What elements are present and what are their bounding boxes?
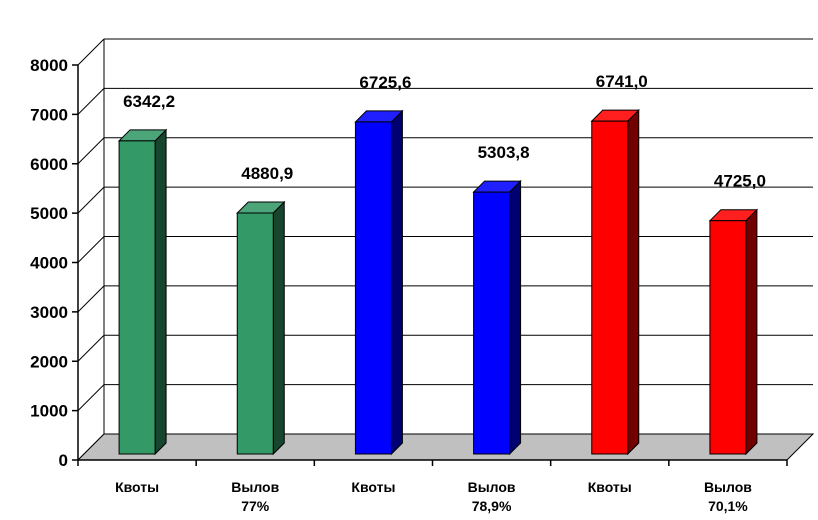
data-label: 5303,8: [478, 143, 530, 162]
data-label: 4725,0: [714, 172, 766, 191]
y-tick-label: 7000: [30, 105, 68, 124]
category-label: Квоты: [351, 479, 395, 495]
bar-side: [745, 208, 758, 456]
bar-3-2: [708, 208, 759, 456]
category-label: Вылов: [468, 479, 516, 495]
y-tick-label: 4000: [30, 254, 68, 273]
gridlines: [77, 38, 813, 461]
gridline-depth: [77, 38, 105, 66]
bar-front: [709, 220, 747, 455]
gridline-depth: [77, 88, 105, 115]
data-label: 6342,2: [123, 92, 175, 111]
bar-side: [272, 200, 285, 456]
category-sublabel: 70,1%: [708, 498, 748, 514]
y-tick-label: 6000: [30, 155, 68, 174]
gridline-depth: [77, 334, 105, 362]
category-label: Вылов: [231, 479, 279, 495]
y-tick-label: 5000: [30, 204, 68, 223]
data-label: 6725,6: [359, 73, 411, 92]
y-tick-label: 0: [59, 451, 68, 470]
bar-front: [473, 191, 511, 455]
bar-side: [390, 109, 403, 456]
chart-floor: [76, 433, 815, 461]
y-tick-label: 1000: [30, 402, 68, 421]
gridline-depth: [77, 285, 105, 313]
bar-front: [354, 121, 392, 455]
bar-2-1: [354, 109, 404, 456]
bar-side: [627, 108, 640, 456]
category-label: Вылов: [704, 479, 752, 495]
gridline-depth: [77, 137, 105, 165]
gridline-depth: [77, 384, 105, 411]
bar-front: [591, 120, 629, 455]
gridline-depth: [77, 186, 105, 214]
bar-side: [154, 128, 167, 456]
y-tick-label: 2000: [30, 352, 68, 371]
category-label: Квоты: [588, 479, 632, 495]
data-label: 4880,9: [241, 164, 293, 183]
gridline-depth: [77, 236, 105, 263]
category-sublabel: 77%: [241, 498, 270, 514]
y-tick-label: 3000: [30, 303, 68, 322]
bar-side: [509, 179, 522, 456]
data-label: 6741,0: [596, 72, 648, 91]
category-sublabel: 78,9%: [472, 498, 512, 514]
y-tick-label: 8000: [30, 56, 68, 75]
bar-2-2: [472, 179, 522, 456]
bar-3-1: [590, 108, 640, 456]
bar-1-1: [117, 128, 168, 456]
bar-front: [118, 140, 156, 455]
bar-front: [236, 212, 274, 455]
category-label: Квоты: [115, 479, 159, 495]
bar-1-2: [236, 200, 286, 456]
